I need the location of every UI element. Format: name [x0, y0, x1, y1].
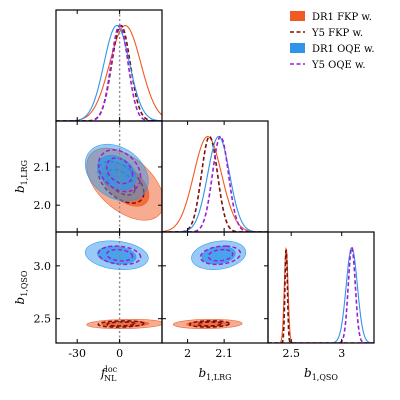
marginal-b_lrg-series-2: [162, 136, 268, 232]
legend-entry: Y5 OQE w.: [290, 60, 366, 71]
y-tick-label: 2.1: [34, 161, 52, 174]
x-tick-label: 2.1: [215, 347, 233, 360]
marginal-b_qso-series-3: [268, 247, 374, 343]
contour-b_lrg-b_qso-series-3-level-1: [199, 245, 242, 266]
x-tick-label: 2: [184, 347, 191, 360]
legend-swatch: [290, 43, 305, 53]
legend-label: DR1 OQE w.: [312, 44, 375, 55]
legend-entry: Y5 FKP w.: [290, 28, 363, 39]
panel-fnl-fnl: [55, 9, 163, 122]
panel-b_qso-b_qso: 2.5 3b1,QSO: [267, 231, 375, 382]
contour-fnl-b_lrg-series-2-level-2: [97, 154, 137, 191]
marginal-b_lrg-series-1: [162, 135, 268, 232]
x-tick-label: 3: [338, 347, 345, 360]
x-axis-label-b_qso: b1,QSO: [304, 366, 338, 382]
x-tick-label: 2.5: [282, 347, 300, 360]
panel-b_lrg-b_lrg: [161, 120, 269, 233]
contour-fnl-b_qso-series-1-level-2: [106, 321, 136, 327]
panel-fnl-b_lrg: 2.0 2.1 b1,LRG: [13, 120, 163, 233]
y-axis-label-b_qso: b1,QSO: [13, 270, 29, 304]
panel-frame: [161, 120, 269, 233]
panel-fnl-b_qso: -30 0 floc NL 2.5 3.0 b1,QSO: [13, 231, 163, 383]
contour-b_lrg-b_qso-series-1-level-2: [196, 321, 223, 327]
legend-swatch: [290, 11, 305, 21]
contour-fnl-b_lrg-series-3-level-2: [105, 157, 134, 185]
contour-fnl-b_qso-series-1-level-1: [97, 320, 145, 328]
x-tick-label: -30: [68, 347, 86, 360]
contour-fnl-b_qso-series-3-level-1: [97, 245, 142, 266]
y-axis-label-b_lrg: b1,LRG: [13, 160, 29, 193]
legend-label: DR1 FKP w.: [312, 12, 372, 23]
y-tick-label: 3.0: [34, 260, 52, 273]
marginal-fnl-series-2: [56, 24, 162, 121]
contour-b_lrg-b_qso-series-1-level-1: [188, 320, 231, 328]
legend-entry: DR1 OQE w.: [290, 43, 375, 55]
legend-label: Y5 OQE w.: [311, 60, 366, 71]
contour-fnl-b_lrg-series-3-level-1: [97, 149, 142, 193]
x-axis-label-fnl: floc NL: [100, 365, 118, 383]
marginal-b_qso-series-1: [268, 249, 374, 343]
legend-entry: DR1 FKP w.: [290, 11, 372, 23]
x-tick-label: 0: [116, 347, 123, 360]
marginal-b_lrg-series-3: [162, 135, 268, 232]
marginal-b_qso-series-2: [268, 247, 374, 343]
x-axis-label-b_lrg: b1,LRG: [198, 366, 231, 382]
panels: 2.0 2.1 b1,LRG -30 0 floc NL 2.5 3.0 b1,QSO 2 2.1 b1…: [13, 9, 375, 383]
y-tick-label: 2.0: [34, 199, 52, 212]
marginal-fnl-series-3: [56, 24, 162, 121]
y-tick-label: 2.5: [34, 313, 52, 326]
contour-fnl-b_qso-series-3-level-2: [105, 248, 134, 262]
marginal-b_lrg-series-0: [162, 135, 268, 232]
panel-b_lrg-b_qso: 2 2.1 b1,LRG: [161, 231, 269, 382]
legend-label: Y5 FKP w.: [311, 28, 363, 39]
contour-b_lrg-b_qso-series-3-level-2: [207, 248, 234, 262]
legend: DR1 FKP w. Y5 FKP w. DR1 OQE w. Y5 OQE w.: [290, 11, 375, 71]
panel-frame: [267, 231, 375, 344]
